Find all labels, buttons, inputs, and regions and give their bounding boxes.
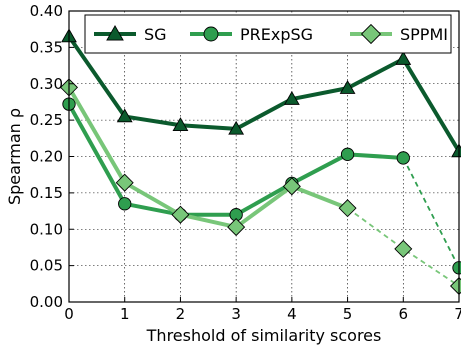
y-tick-label: 0.35 — [30, 38, 63, 56]
data-point — [282, 177, 301, 196]
y-tick-label: 0.20 — [30, 148, 63, 166]
data-point — [228, 120, 245, 135]
x-tick-label: 1 — [120, 305, 130, 323]
y-tick-label: 0.00 — [30, 293, 63, 311]
data-point — [171, 205, 190, 224]
y-axis-label: Spearman ρ — [5, 108, 24, 205]
data-point — [338, 199, 357, 218]
legend-label: SPPMI — [400, 25, 448, 44]
series-layer — [59, 28, 461, 296]
legend-item-sg: SG — [94, 25, 167, 44]
legend: SG PRExpSG SPPMI — [84, 14, 452, 54]
data-point — [452, 261, 461, 275]
x-axis-label: Threshold of similarity scores — [146, 326, 382, 345]
legend-item-prexpsg: PRExpSG — [190, 25, 313, 44]
data-point — [395, 50, 412, 65]
data-point — [339, 80, 356, 94]
x-tick-label: 4 — [287, 305, 297, 323]
data-point — [227, 218, 246, 237]
x-tick-label: 6 — [399, 305, 409, 323]
series-line-sg — [67, 35, 461, 153]
data-point — [118, 197, 132, 211]
legend-item-sppmi: SPPMI — [350, 23, 448, 45]
y-tick-label: 0.10 — [30, 220, 63, 238]
data-point — [396, 151, 410, 165]
data-point — [340, 147, 355, 161]
legend-marker — [360, 23, 382, 45]
legend-box — [84, 14, 452, 54]
y-tick-label: 0.15 — [30, 184, 63, 202]
x-tick-label: 3 — [231, 305, 241, 323]
data-point — [283, 90, 300, 105]
data-point — [116, 108, 133, 123]
tick-labels: 0 1 2 3 4 5 6 7 0.00 0.05 0.10 0.15 0.20 0.25 0.30 0.35… — [30, 2, 461, 323]
series-line-sppmi — [67, 86, 349, 230]
x-tick-label: 2 — [176, 305, 186, 323]
legend-label: SG — [144, 25, 167, 44]
legend-marker — [203, 26, 219, 42]
x-tick-label: 5 — [343, 305, 353, 323]
y-tick-label: 0.30 — [30, 75, 63, 93]
legend-label: PRExpSG — [240, 25, 313, 44]
legend-marker — [106, 25, 124, 41]
x-tick-label: 0 — [64, 305, 74, 323]
data-point — [115, 173, 134, 192]
series-dashed-line-prexpsg — [402, 157, 460, 269]
data-point — [172, 117, 189, 132]
x-tick-label: 7 — [454, 305, 461, 323]
data-point — [394, 239, 413, 258]
y-tick-label: 0.05 — [30, 257, 63, 275]
y-tick-label: 0.40 — [30, 2, 63, 20]
y-tick-label: 0.25 — [30, 111, 63, 129]
